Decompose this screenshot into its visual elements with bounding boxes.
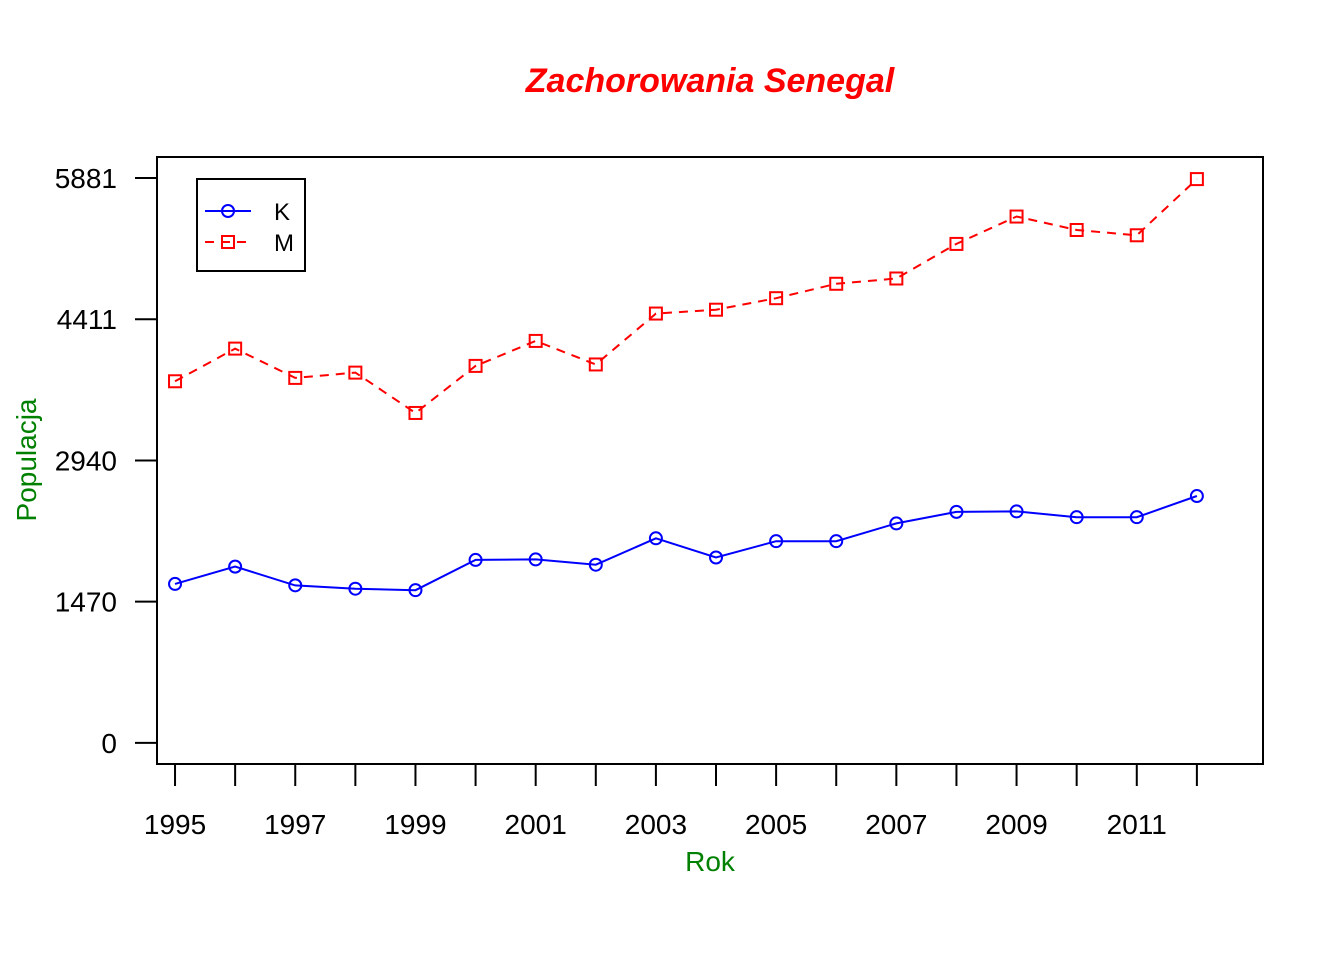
- legend-marker: [221, 235, 235, 249]
- data-point: [228, 559, 243, 574]
- legend-label: K: [274, 199, 290, 226]
- data-point: [168, 374, 183, 389]
- x-tick-label: 2005: [745, 809, 807, 840]
- y-tick-label: 0: [101, 728, 117, 759]
- legend-marker: [221, 204, 235, 218]
- data-point: [1189, 172, 1204, 187]
- plot-area-frame: [156, 156, 1264, 765]
- x-tick-label: 1999: [384, 809, 446, 840]
- y-tick-label: 1470: [55, 587, 117, 618]
- legend-box: [196, 178, 306, 272]
- x-tick-label: 2003: [625, 809, 687, 840]
- data-point: [1009, 209, 1024, 224]
- data-point: [648, 306, 663, 321]
- data-point: [588, 357, 603, 372]
- y-tick-label: 5881: [55, 163, 117, 194]
- x-tick-label: 2001: [505, 809, 567, 840]
- data-point: [528, 333, 543, 348]
- series-m: [168, 172, 1204, 420]
- x-tick-label: 2007: [865, 809, 927, 840]
- data-point: [408, 405, 423, 420]
- data-point: [1129, 228, 1144, 243]
- data-point: [949, 504, 964, 519]
- x-tick-label: 1997: [264, 809, 326, 840]
- data-point: [468, 358, 483, 373]
- series-line-m: [174, 178, 1198, 415]
- data-point: [588, 557, 603, 572]
- y-tick-label: 4411: [57, 304, 117, 335]
- data-point: [1129, 510, 1144, 525]
- data-point: [408, 583, 423, 598]
- data-point: [829, 534, 844, 549]
- legend-item-k: K: [205, 199, 290, 226]
- data-point: [228, 341, 243, 356]
- x-tick-label: 1995: [144, 809, 206, 840]
- data-point: [1069, 510, 1084, 525]
- series-line-k: [174, 495, 1198, 592]
- data-point: [648, 531, 663, 546]
- data-point: [829, 276, 844, 291]
- series-k: [168, 489, 1204, 598]
- data-point: [1189, 489, 1204, 504]
- data-point: [889, 271, 904, 286]
- data-point: [288, 578, 303, 593]
- x-axis-label: Rok: [685, 846, 736, 877]
- data-point: [348, 365, 363, 380]
- series-layer: [168, 172, 1204, 598]
- data-point: [1069, 222, 1084, 237]
- data-point: [1009, 504, 1024, 519]
- data-point: [528, 552, 543, 567]
- data-point: [769, 534, 784, 549]
- x-axis: 1995 1997 1999 2001 2003 2005 2007 2009 2011: [144, 764, 1198, 840]
- y-tick-label: 2940: [55, 446, 117, 477]
- chart-title: Zachorowania Senegal: [525, 62, 896, 100]
- legend-item-m: M: [205, 230, 294, 257]
- data-point: [769, 291, 784, 306]
- data-point: [168, 576, 183, 591]
- legend-label: M: [274, 230, 294, 257]
- data-point: [949, 236, 964, 251]
- data-point: [709, 302, 724, 317]
- data-point: [709, 550, 724, 565]
- y-axis: 0 1470 2940 4411 5881: [55, 163, 157, 759]
- data-point: [288, 370, 303, 385]
- data-point: [889, 516, 904, 531]
- x-tick-label: 2009: [985, 809, 1047, 840]
- x-tick-label: 2011: [1107, 809, 1167, 840]
- data-point: [468, 552, 483, 567]
- legend: KM: [196, 178, 306, 272]
- y-axis-label: Populacja: [11, 398, 42, 521]
- data-point: [348, 581, 363, 596]
